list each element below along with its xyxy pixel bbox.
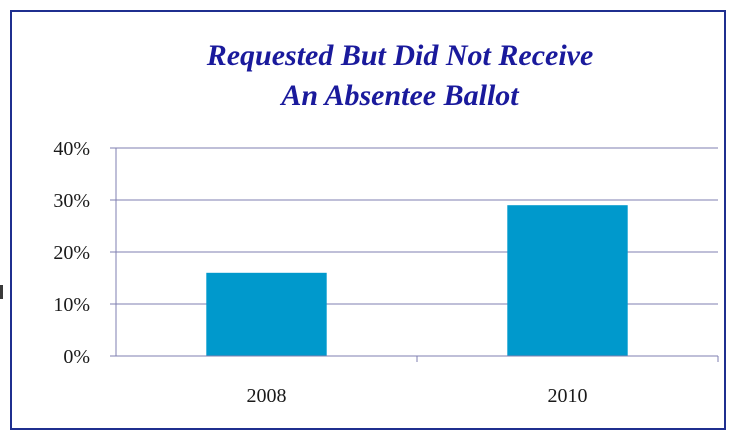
x-tick-label: 2010 — [548, 385, 588, 407]
bars — [206, 205, 628, 356]
y-tick-label: 40% — [53, 138, 90, 160]
edge-marker — [0, 285, 3, 299]
y-tick-label: 20% — [53, 242, 90, 264]
y-tick-label: 0% — [63, 346, 90, 368]
x-tick-label: 2008 — [247, 385, 287, 407]
bar-2010 — [507, 205, 628, 356]
axes — [110, 147, 719, 362]
bar-2008 — [206, 272, 327, 356]
y-tick-label: 30% — [53, 190, 90, 212]
y-tick-label: 10% — [53, 294, 90, 316]
x-tick-labels: 2008 2010 — [247, 385, 588, 407]
chart-title-line-2: An Absentee Ballot — [281, 79, 519, 112]
y-tick-labels: 0% 10% 20% 30% 40% — [53, 138, 90, 368]
chart-title-line-1: Requested But Did Not Receive — [206, 39, 594, 72]
chart-title: Requested But Did Not Receive An Absente… — [130, 36, 670, 116]
